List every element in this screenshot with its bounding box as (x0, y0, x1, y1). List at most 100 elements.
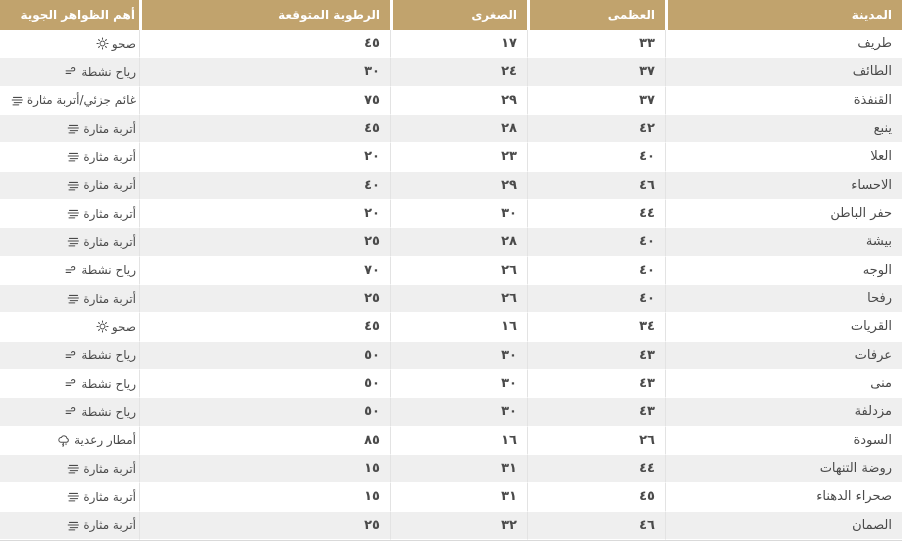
phenomena-cell: رياح نشطة (0, 398, 139, 427)
phenomena-label: رياح نشطة (81, 64, 136, 79)
dust-icon (67, 519, 80, 532)
column-header-humidity: الرطوبة المتوقعة (139, 0, 390, 30)
phenomena-label: رياح نشطة (81, 348, 136, 363)
city-cell: عرفات (665, 341, 902, 370)
min-temp-cell: ١٧ (390, 30, 527, 59)
humidity-cell: ٢٥ (139, 284, 390, 314)
sun-icon (96, 320, 109, 333)
wind-icon (64, 377, 78, 390)
column-header-city: المدينة (665, 0, 902, 30)
phenomena-entry: صحو (96, 37, 136, 51)
phenomena-label: أتربة مثارة (83, 291, 136, 306)
max-temp-cell: ٤٣ (527, 398, 665, 427)
max-temp-cell: ٤٤ (527, 199, 665, 229)
storm-icon (57, 433, 71, 448)
wind-icon (64, 264, 78, 277)
table-row: الاحساء ٤٦ ٢٩ ٤٠ أتربة مثارة (0, 171, 902, 200)
city-cell: ينبع (665, 114, 902, 144)
dust-icon (67, 292, 80, 305)
humidity-cell: ٤٥ (139, 30, 390, 59)
phenomena-entry: أتربة مثارة (67, 462, 136, 476)
phenomena-cell: صحو (0, 313, 139, 342)
min-temp-cell: ٣١ (390, 454, 527, 484)
phenomena-label: أتربة مثارة (83, 489, 136, 504)
city-cell: روضة التنهات (665, 454, 902, 484)
wind-icon (64, 405, 78, 418)
max-temp-cell: ٣٣ (527, 30, 665, 59)
max-temp-cell: ٤٦ (527, 171, 665, 200)
phenomena-entry: أتربة مثارة (67, 518, 136, 532)
min-temp-cell: ٣٠ (390, 199, 527, 229)
table-row: ينبع ٤٢ ٢٨ ٤٥ أتربة مثارة (0, 114, 902, 144)
phenomena-entry: رياح نشطة (64, 348, 136, 362)
city-cell: صحراء الدهناء (665, 483, 902, 512)
phenomena-entry: رياح نشطة (64, 377, 136, 391)
table-row: حفر الباطن ٤٤ ٣٠ ٢٠ أتربة مثارة (0, 199, 902, 229)
humidity-cell: ٨٥ (139, 426, 390, 455)
phenomena-entry: رياح نشطة (64, 65, 136, 79)
wind-icon (64, 349, 78, 362)
max-temp-cell: ٤٣ (527, 341, 665, 370)
humidity-cell: ٥٠ (139, 341, 390, 370)
min-temp-cell: ٢٩ (390, 171, 527, 200)
weather-table-body: طريف ٣٣ ١٧ ٤٥ صحو الطائف ٣٧ ٢٤ ٣٠ رياح ن… (0, 30, 902, 540)
min-temp-cell: ٢٣ (390, 143, 527, 172)
phenomena-label: رياح نشطة (81, 404, 136, 419)
phenomena-entry: أتربة مثارة (67, 178, 136, 192)
phenomena-entry: أتربة مثارة (67, 235, 136, 249)
table-row: مزدلفة ٤٣ ٣٠ ٥٠ رياح نشطة (0, 398, 902, 427)
phenomena-cell: أتربة مثارة (0, 143, 139, 172)
phenomena-label: صحو (111, 36, 136, 51)
phenomena-cell: أمطار رعدية (0, 427, 139, 455)
dust-icon (67, 150, 80, 163)
phenomena-label: أتربة مثارة (83, 121, 136, 136)
city-cell: السودة (665, 426, 902, 455)
humidity-cell: ٤٠ (139, 171, 390, 200)
table-row: القنفذة ٣٧ ٢٩ ٧٥ غائم جزئي/أتربة مثارة (0, 86, 902, 115)
phenomena-entry: أتربة مثارة (67, 207, 136, 221)
min-temp-cell: ٣٢ (390, 511, 527, 540)
column-header-phenomena: أهم الظواهر الجوية (0, 0, 139, 30)
dust-icon (67, 122, 80, 135)
phenomena-entry: رياح نشطة (64, 263, 136, 277)
table-row: صحراء الدهناء ٤٥ ٣١ ١٥ أتربة مثارة (0, 483, 902, 512)
max-temp-cell: ٤٥ (527, 483, 665, 512)
city-cell: الطائف (665, 58, 902, 87)
phenomena-cell: رياح نشطة (0, 257, 139, 285)
max-temp-cell: ٣٧ (527, 58, 665, 87)
column-header-max: العظمى (527, 0, 665, 30)
phenomena-entry: أمطار رعدية (57, 433, 136, 447)
min-temp-cell: ٣١ (390, 483, 527, 512)
phenomena-label: أتربة مثارة (83, 234, 136, 249)
table-row: القريات ٣٤ ١٦ ٤٥ صحو (0, 313, 902, 342)
phenomena-cell: أتربة مثارة (0, 228, 139, 257)
phenomena-cell: أتربة مثارة (0, 455, 139, 484)
city-cell: طريف (665, 30, 902, 59)
min-temp-cell: ٢٦ (390, 284, 527, 314)
phenomena-cell: رياح نشطة (0, 58, 139, 87)
table-row: السودة ٢٦ ١٦ ٨٥ أمطار رعدية (0, 426, 902, 455)
city-cell: الاحساء (665, 171, 902, 200)
humidity-cell: ٢٥ (139, 511, 390, 540)
phenomena-label: أتربة مثارة (83, 206, 136, 221)
phenomena-cell: أتربة مثارة (0, 483, 139, 512)
humidity-cell: ٢٥ (139, 228, 390, 257)
city-cell: القنفذة (665, 86, 902, 115)
phenomena-entry: أتربة مثارة (67, 490, 136, 504)
max-temp-cell: ٤٦ (527, 511, 665, 540)
phenomena-label: أتربة مثارة (83, 178, 136, 193)
max-temp-cell: ٤٤ (527, 454, 665, 484)
city-cell: الصمان (665, 511, 902, 540)
table-row: رفحا ٤٠ ٢٦ ٢٥ أتربة مثارة (0, 284, 902, 314)
humidity-cell: ٤٥ (139, 313, 390, 342)
phenomena-entry: أتربة مثارة (67, 292, 136, 306)
phenomena-cell: أتربة مثارة (0, 512, 139, 540)
max-temp-cell: ٢٦ (527, 426, 665, 455)
city-cell: رفحا (665, 284, 902, 314)
humidity-cell: ٧٠ (139, 256, 390, 285)
table-row: الصمان ٤٦ ٣٢ ٢٥ أتربة مثارة (0, 511, 902, 540)
city-cell: منى (665, 369, 902, 399)
table-row: الوجه ٤٠ ٢٦ ٧٠ رياح نشطة (0, 256, 902, 285)
humidity-cell: ٢٠ (139, 143, 390, 172)
